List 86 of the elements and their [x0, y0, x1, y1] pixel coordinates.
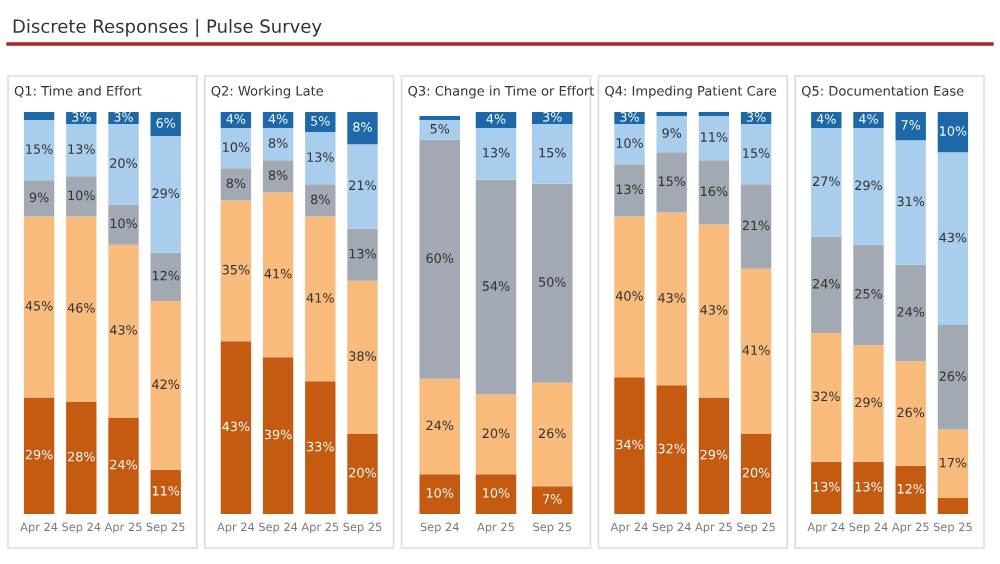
bar — [853, 112, 884, 129]
bar — [475, 112, 517, 128]
bar — [347, 433, 378, 514]
bar — [150, 300, 181, 470]
bar — [811, 236, 842, 334]
bar — [108, 417, 139, 514]
bar — [347, 228, 378, 281]
bar — [150, 469, 181, 514]
bar — [853, 244, 884, 346]
bar — [698, 116, 730, 161]
bar — [475, 394, 517, 475]
bar — [150, 136, 181, 253]
bar — [262, 160, 294, 193]
bar — [23, 397, 55, 514]
bar — [614, 164, 645, 217]
bar — [740, 433, 772, 514]
bar — [220, 341, 252, 514]
bar — [937, 325, 969, 430]
bar — [698, 160, 730, 225]
bar — [656, 116, 687, 153]
bar — [614, 377, 645, 514]
bar — [220, 168, 252, 201]
bar — [656, 385, 687, 514]
bar — [740, 184, 772, 269]
bar — [305, 132, 336, 185]
bar — [66, 176, 97, 217]
bar — [895, 140, 926, 265]
bar — [937, 152, 969, 326]
bar — [811, 128, 842, 237]
bar — [811, 461, 842, 514]
bar — [262, 128, 294, 161]
bar — [66, 124, 97, 177]
bar — [698, 224, 730, 398]
bar — [853, 461, 884, 514]
bar — [419, 378, 460, 475]
bar — [532, 382, 573, 487]
text: Discrete Responses | Pulse Survey — [13, 18, 322, 38]
bar — [220, 128, 252, 169]
bar — [740, 268, 772, 434]
bar — [220, 200, 252, 342]
bar — [698, 397, 730, 514]
bar — [305, 381, 336, 514]
bar — [347, 112, 378, 145]
bar — [66, 216, 97, 402]
bar — [108, 244, 139, 418]
bar — [23, 216, 55, 398]
bar — [614, 124, 645, 165]
bar — [532, 486, 573, 514]
bar — [23, 120, 55, 181]
bar — [475, 474, 517, 514]
bar — [150, 112, 181, 137]
bar — [811, 333, 842, 462]
bar — [150, 252, 181, 301]
bar — [895, 465, 926, 514]
bar — [532, 183, 573, 383]
bar — [66, 401, 97, 514]
bar — [937, 112, 969, 153]
bar — [656, 212, 687, 386]
bar — [262, 357, 294, 514]
bar — [347, 280, 378, 434]
bar — [740, 124, 772, 185]
bar — [532, 123, 573, 184]
bar — [419, 474, 460, 514]
bar — [419, 119, 460, 140]
bar — [937, 429, 969, 498]
bar — [108, 204, 139, 245]
bar — [108, 124, 139, 205]
bar — [262, 192, 294, 358]
bar — [853, 345, 884, 462]
bar — [532, 112, 573, 124]
bar — [23, 180, 55, 217]
bar — [895, 264, 926, 362]
bar — [305, 216, 336, 382]
bar — [23, 112, 55, 121]
bar — [305, 184, 336, 217]
bar — [614, 216, 645, 378]
bar — [475, 179, 517, 395]
bar — [853, 128, 884, 245]
bar — [475, 127, 517, 180]
bar — [419, 139, 460, 379]
bar — [895, 112, 926, 141]
bar — [347, 144, 378, 229]
bar — [895, 361, 926, 466]
bar — [656, 152, 687, 213]
bar — [305, 112, 336, 133]
bar — [937, 497, 969, 514]
